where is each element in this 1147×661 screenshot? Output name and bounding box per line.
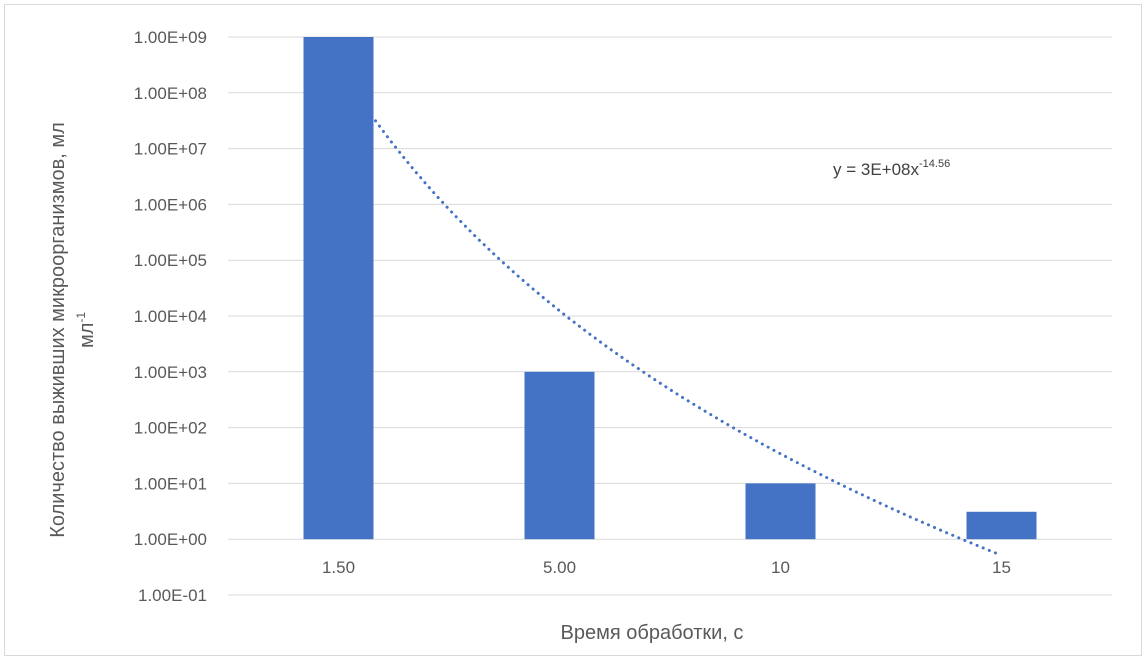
y-axis-title: Количество выживших микроорганизмов, мл xyxy=(47,122,69,537)
y-axis-unit-group: мл-1 xyxy=(74,312,98,348)
bar xyxy=(303,37,374,540)
y-axis-title-group: Количество выживших микроорганизмов, мл xyxy=(47,122,69,537)
x-tick-label: 1.50 xyxy=(322,558,355,577)
y-axis-unit: мл-1 xyxy=(74,312,98,348)
gridlines xyxy=(228,36,1112,596)
y-tick-label: 1.00E+00 xyxy=(134,530,207,549)
trendline xyxy=(337,64,1003,557)
y-axis-tick-labels: 1.00E-01 1.00E+00 1.00E+01 1.00E+02 1.00E+03… xyxy=(134,28,207,605)
trendline-equation: y = 3E+08x-14.56 xyxy=(833,158,950,179)
y-tick-label: 1.00E+03 xyxy=(134,363,207,382)
y-tick-label: 1.00E+06 xyxy=(134,195,207,214)
x-axis-tick-labels: 1.50 5.00 10 15 xyxy=(322,558,1011,577)
x-tick-label: 5.00 xyxy=(543,558,576,577)
bar xyxy=(966,511,1037,540)
bars xyxy=(303,37,1037,540)
y-tick-label: 1.00E+01 xyxy=(134,474,207,493)
x-tick-label: 10 xyxy=(771,558,790,577)
y-tick-label: 1.00E+04 xyxy=(134,307,207,326)
x-axis-title: Время обработки, с xyxy=(561,622,744,644)
chart-frame xyxy=(4,4,1142,656)
y-tick-label: 1.00E+02 xyxy=(134,419,207,438)
bar xyxy=(745,483,816,540)
y-tick-label: 1.00E-01 xyxy=(138,586,207,605)
y-tick-label: 1.00E+07 xyxy=(134,140,207,159)
y-tick-label: 1.00E+09 xyxy=(134,28,207,47)
y-tick-label: 1.00E+08 xyxy=(134,84,207,103)
bar xyxy=(524,371,595,540)
y-tick-label: 1.00E+05 xyxy=(134,251,207,270)
x-tick-label: 15 xyxy=(992,558,1011,577)
